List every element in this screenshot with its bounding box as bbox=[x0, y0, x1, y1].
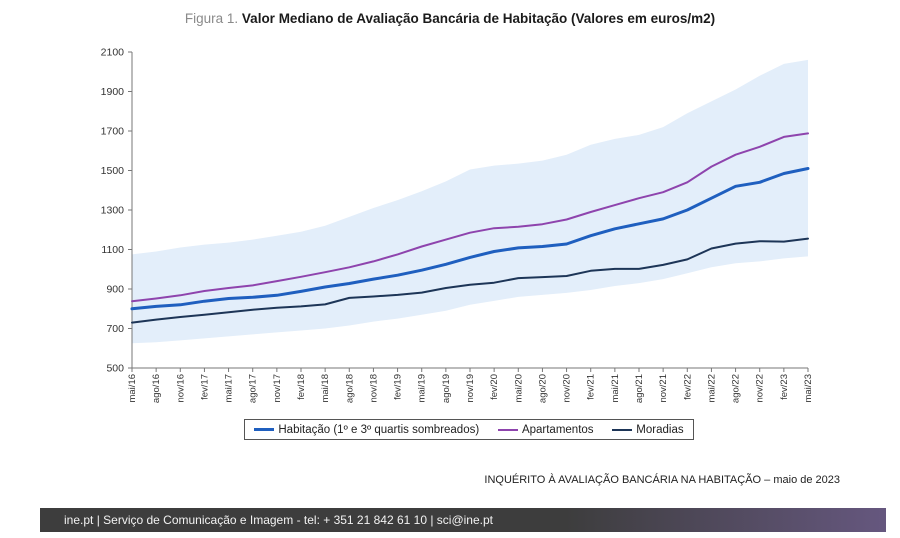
y-tick-label: 1900 bbox=[101, 86, 125, 98]
x-tick-label: fev/21 bbox=[586, 374, 597, 400]
x-tick-label: ago/19 bbox=[441, 374, 452, 403]
legend-swatch-moradias bbox=[612, 428, 633, 431]
y-tick-label: 1500 bbox=[101, 165, 125, 177]
y-tick-label: 1300 bbox=[101, 205, 125, 217]
x-tick-label: mai/18 bbox=[320, 374, 331, 403]
footer-accent bbox=[566, 508, 886, 532]
x-tick-label: ago/17 bbox=[248, 374, 259, 403]
y-tick-label: 1100 bbox=[101, 244, 124, 256]
x-tick-label: ago/18 bbox=[344, 374, 355, 403]
x-tick-label: fev/20 bbox=[489, 374, 500, 400]
x-tick-label: nov/21 bbox=[658, 374, 669, 403]
x-tick-label: ago/16 bbox=[151, 374, 162, 403]
x-tick-label: fev/22 bbox=[682, 374, 693, 400]
legend-swatch-apartamentos bbox=[497, 428, 518, 431]
x-tick-label: ago/22 bbox=[731, 374, 742, 403]
x-tick-label: fev/17 bbox=[199, 374, 210, 400]
legend-label-moradias: Moradias bbox=[636, 423, 684, 436]
x-tick-label: fev/19 bbox=[393, 374, 404, 400]
x-tick-label: nov/19 bbox=[465, 374, 476, 403]
x-tick-label: mai/19 bbox=[417, 374, 428, 403]
y-tick-label: 500 bbox=[106, 363, 124, 375]
quartile-band-layer bbox=[132, 59, 808, 344]
legend-item-apartamentos: Apartamentos bbox=[497, 423, 594, 436]
footer-text: ine.pt | Serviço de Comunicação e Imagem… bbox=[64, 513, 493, 527]
y-tick-label: 700 bbox=[106, 323, 124, 335]
legend-item-habitacao: Habitação (1º e 3º quartis sombreados) bbox=[254, 424, 479, 436]
x-tick-label: fev/18 bbox=[296, 374, 307, 400]
series-line-habitacao bbox=[130, 167, 810, 311]
footer-bar: ine.pt | Serviço de Comunicação e Imagem… bbox=[40, 508, 886, 532]
line-chart: 500 700 900 1100 1300 1500 1700 1900 2100 mai/16 a… bbox=[101, 47, 814, 404]
chart-legend: Habitação (1º e 3º quartis sombreados) A… bbox=[244, 419, 694, 440]
legend-item-moradias: Moradias bbox=[612, 423, 684, 436]
figure-number: Figura 1. bbox=[184, 11, 239, 26]
series-line-apartamentos bbox=[131, 132, 809, 303]
x-tick-label: mai/20 bbox=[513, 374, 524, 403]
series-line-moradias bbox=[131, 237, 809, 324]
legend-label-apartamentos: Apartamentos bbox=[521, 423, 594, 436]
x-tick-label: nov/22 bbox=[755, 374, 766, 403]
legend-label-habitacao: Habitação (1º e 3º quartis sombreados) bbox=[278, 423, 480, 436]
x-tick-label: fev/23 bbox=[779, 374, 790, 400]
x-tick-label: nov/18 bbox=[368, 374, 379, 403]
x-tick-label: mai/16 bbox=[127, 374, 138, 403]
axes-layer: 500 700 900 1100 1300 1500 1700 1900 2100 mai/16 a… bbox=[101, 47, 814, 404]
source-note: INQUÉRITO À AVALIAÇÃO BANCÁRIA NA HABITA… bbox=[484, 474, 840, 486]
x-tick-label: mai/22 bbox=[706, 374, 717, 403]
x-tick-label: ago/20 bbox=[537, 374, 548, 403]
x-tick-label: mai/23 bbox=[803, 374, 814, 403]
y-tick-label: 1700 bbox=[101, 126, 125, 138]
chart-title-text: Valor Mediano de Avaliação Bancária de H… bbox=[241, 11, 716, 26]
y-tick-label: 2100 bbox=[101, 47, 125, 59]
chart-title: Figura 1. Valor Mediano de Avaliação Ban… bbox=[0, 11, 900, 26]
x-tick-label: nov/17 bbox=[272, 374, 283, 403]
x-tick-label: mai/21 bbox=[610, 374, 621, 403]
x-tick-label: nov/16 bbox=[175, 374, 186, 403]
x-tick-label: mai/17 bbox=[224, 374, 235, 403]
x-tick-label: nov/20 bbox=[562, 374, 573, 403]
x-tick-label: ago/21 bbox=[634, 374, 645, 403]
quartile-band bbox=[132, 59, 808, 344]
legend-swatch-habitacao bbox=[254, 428, 275, 431]
series-layer bbox=[130, 132, 810, 324]
y-tick-label: 900 bbox=[106, 284, 124, 296]
